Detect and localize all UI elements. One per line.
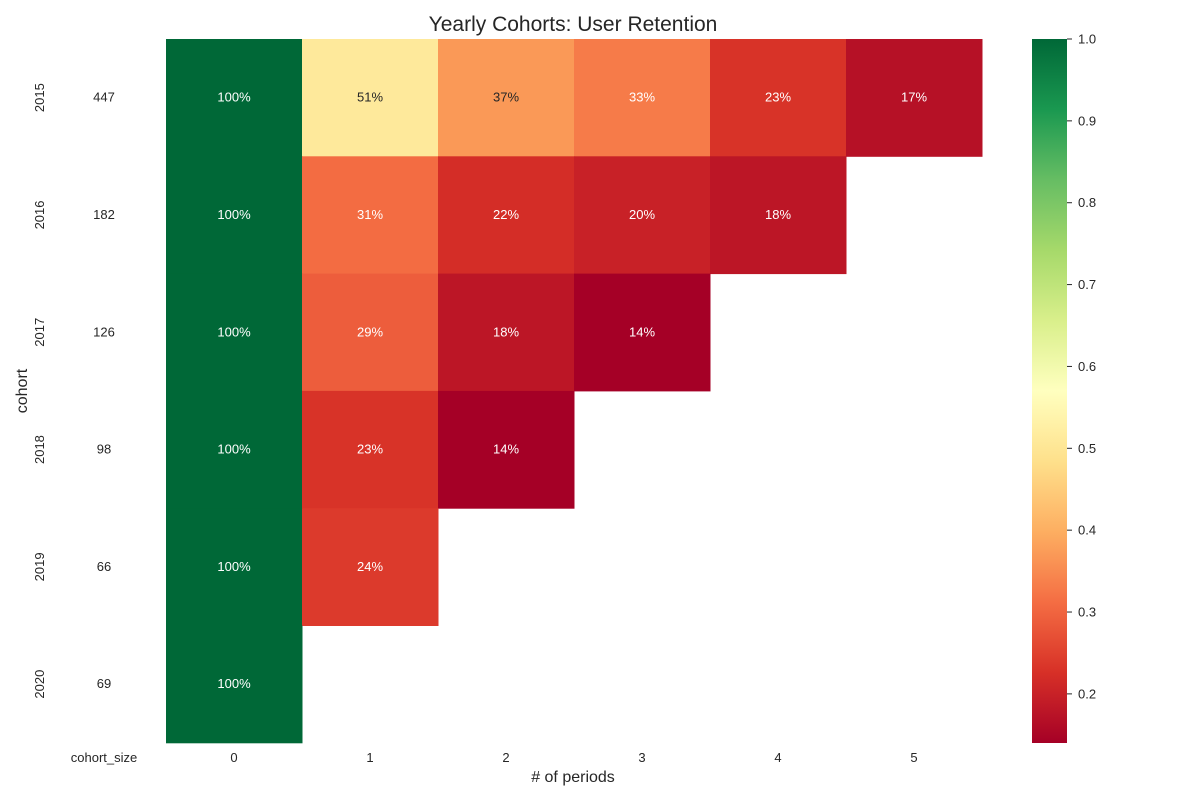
colorbar-tick-label: 0.7 xyxy=(1078,277,1096,292)
heatmap-cell xyxy=(166,273,303,392)
heatmap-cell-label: 23% xyxy=(765,90,791,105)
colorbar-tick-label: 0.9 xyxy=(1078,113,1096,128)
colorbar xyxy=(1032,39,1067,743)
y-tick-label: 2017 xyxy=(32,318,47,347)
cohort-size-value: 66 xyxy=(97,559,111,574)
heatmap-cell-label: 18% xyxy=(765,207,791,222)
heatmap-cell xyxy=(166,508,303,626)
y-tick-labels: 2015 2016 2017 2018 2019 2020 xyxy=(32,83,47,698)
x-tick-label: 5 xyxy=(910,750,917,765)
colorbar-tick-label: 0.4 xyxy=(1078,523,1096,538)
x-tick-label: 0 xyxy=(230,750,237,765)
heatmap-cell xyxy=(302,508,439,626)
x-tick-labels: 0 1 2 3 4 5 xyxy=(230,750,917,765)
y-tick-label: 2019 xyxy=(32,552,47,581)
colorbar-tick-label: 0.2 xyxy=(1078,686,1096,701)
heatmap-cell xyxy=(302,39,439,157)
heatmap-cell-label: 37% xyxy=(493,90,519,105)
cohort-size-value: 126 xyxy=(93,324,115,339)
heatmap-cell xyxy=(438,390,575,509)
cohort-size-value: 98 xyxy=(97,442,111,457)
y-tick-label: 2018 xyxy=(32,435,47,464)
heatmap-cell-label: 33% xyxy=(629,90,655,105)
size-column-header: cohort_size xyxy=(71,750,137,765)
heatmap-cells: 100% 51% 37% 33% 23% 17% 100% 31% 22% 20% 18% 100% 2… xyxy=(166,39,983,744)
heatmap-cell xyxy=(166,39,303,157)
heatmap-cell-label: 100% xyxy=(217,442,251,457)
heatmap-cell-label: 14% xyxy=(629,324,655,339)
heatmap-cell-label: 100% xyxy=(217,676,251,691)
colorbar-tick-label: 0.3 xyxy=(1078,605,1096,620)
x-tick-label: 1 xyxy=(366,750,373,765)
colorbar-tick-label: 1.0 xyxy=(1078,32,1096,47)
colorbar-tick-label: 0.8 xyxy=(1078,195,1096,210)
chart-title: Yearly Cohorts: User Retention xyxy=(429,13,718,36)
y-tick-label: 2020 xyxy=(32,670,47,699)
heatmap-cell xyxy=(302,390,439,509)
heatmap-cell-label: 20% xyxy=(629,207,655,222)
cohort-size-value: 69 xyxy=(97,676,111,691)
colorbar-tick-label: 0.5 xyxy=(1078,441,1096,456)
x-axis-label: # of periods xyxy=(531,769,615,786)
heatmap-cell-label: 51% xyxy=(357,90,383,105)
heatmap-cell-label: 18% xyxy=(493,324,519,339)
heatmap-cell xyxy=(710,39,847,157)
heatmap-cell xyxy=(166,156,303,275)
cohort-size-value: 182 xyxy=(93,207,115,222)
heatmap-cell xyxy=(302,156,439,275)
heatmap-cell xyxy=(302,273,439,392)
heatmap-cell xyxy=(438,39,575,157)
heatmap-cell xyxy=(438,273,575,392)
colorbar-tick-labels: 0.2 0.3 0.4 0.5 0.6 0.7 0.8 0.9 1.0 xyxy=(1067,32,1096,701)
cohort-size-value: 447 xyxy=(93,90,115,105)
cohort-size-table: 447 182 126 98 66 69 xyxy=(93,90,115,692)
colorbar-tick-label: 0.6 xyxy=(1078,359,1096,374)
heatmap-cell-label: 22% xyxy=(493,207,519,222)
heatmap-cell-label: 24% xyxy=(357,559,383,574)
heatmap-cell-label: 100% xyxy=(217,559,251,574)
y-tick-label: 2015 xyxy=(32,83,47,112)
heatmap-cell-label: 100% xyxy=(217,90,251,105)
y-tick-label: 2016 xyxy=(32,200,47,229)
heatmap-cell-label: 100% xyxy=(217,207,251,222)
heatmap-cell-label: 100% xyxy=(217,324,251,339)
heatmap-cell xyxy=(574,156,711,275)
x-tick-label: 2 xyxy=(502,750,509,765)
x-tick-label: 4 xyxy=(774,750,781,765)
y-axis-label: cohort xyxy=(14,368,31,413)
heatmap-cell xyxy=(166,625,303,744)
x-tick-label: 3 xyxy=(638,750,645,765)
heatmap-cell-label: 31% xyxy=(357,207,383,222)
heatmap-cell xyxy=(710,156,847,275)
heatmap-cell xyxy=(574,39,711,157)
heatmap-cell xyxy=(846,39,983,157)
heatmap-cell-label: 17% xyxy=(901,90,927,105)
heatmap-cell xyxy=(438,156,575,275)
heatmap-cell xyxy=(574,273,711,392)
heatmap-cell-label: 14% xyxy=(493,442,519,457)
heatmap-cell-label: 29% xyxy=(357,324,383,339)
heatmap-cell xyxy=(166,390,303,509)
heatmap-cell-label: 23% xyxy=(357,442,383,457)
